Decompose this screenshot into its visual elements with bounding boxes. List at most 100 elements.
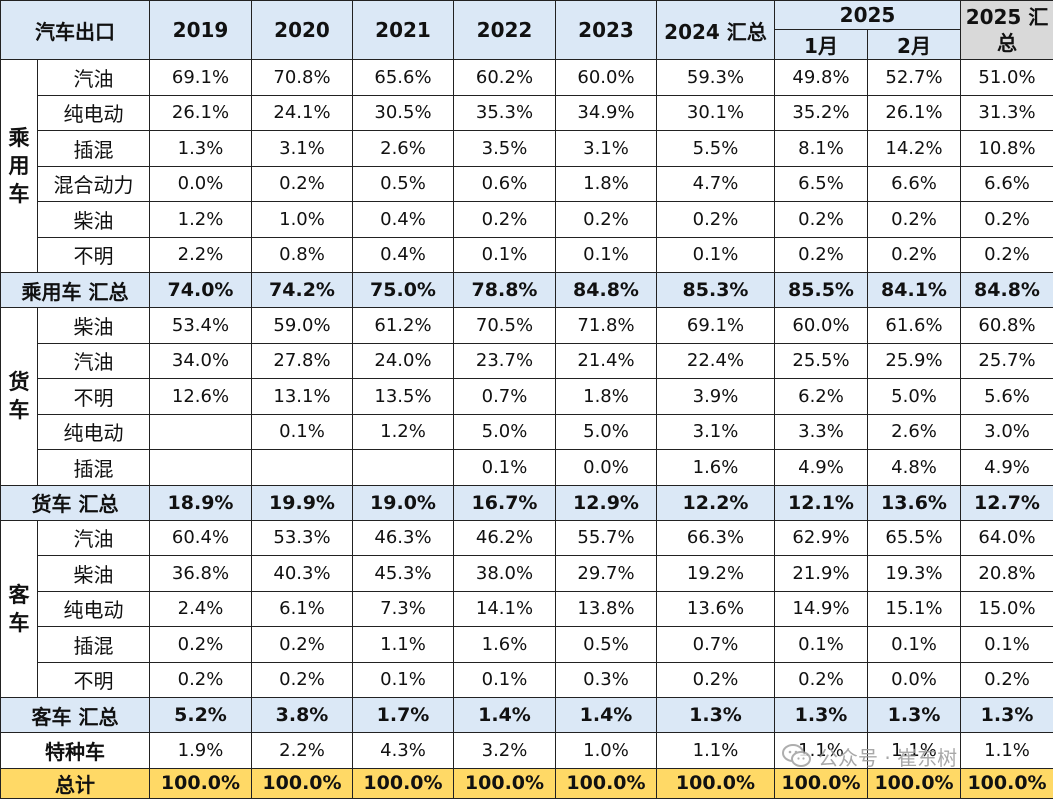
share-cell: 69.1% xyxy=(149,59,252,96)
share-cell: 0.2% xyxy=(960,661,1053,698)
share-cell: 1.2% xyxy=(149,201,252,238)
subtotal-label: 客车 汇总 xyxy=(0,697,150,733)
share-cell xyxy=(352,449,454,486)
share-cell: 0.0% xyxy=(555,449,657,486)
subtotal-cell: 12.9% xyxy=(555,484,657,521)
share-cell: 20.8% xyxy=(960,555,1053,592)
subtotal-row: 货车 汇总 18.9% 19.9% 19.0% 16.7% 12.9% 12.2% 12.1%… xyxy=(0,484,1053,521)
fuel-type-label: 汽油 xyxy=(37,519,150,556)
corner-header: 汽车出口 xyxy=(0,0,150,60)
share-cell: 3.5% xyxy=(453,130,556,167)
share-cell: 5.5% xyxy=(656,130,775,167)
share-cell: 13.1% xyxy=(251,378,353,415)
share-cell: 1.8% xyxy=(555,378,657,415)
share-cell: 70.8% xyxy=(251,59,353,96)
subtotal-cell: 74.2% xyxy=(251,272,353,308)
fuel-type-label: 插混 xyxy=(37,130,150,167)
subtotal-cell: 5.2% xyxy=(149,697,252,733)
subtotal-cell: 12.1% xyxy=(774,484,868,521)
share-cell: 4.9% xyxy=(774,449,868,486)
share-cell: 3.2% xyxy=(453,732,556,769)
grand-total-cell: 100.0% xyxy=(453,767,556,799)
share-cell: 0.2% xyxy=(960,201,1053,238)
subtotal-cell: 84.8% xyxy=(555,272,657,308)
fuel-type-label: 不明 xyxy=(37,661,150,698)
share-cell: 60.8% xyxy=(960,307,1053,344)
share-cell: 1.2% xyxy=(352,413,454,450)
share-cell: 0.2% xyxy=(251,661,353,698)
subtotal-cell: 1.3% xyxy=(774,697,868,733)
share-cell: 3.9% xyxy=(656,378,775,415)
fuel-type-label: 柴油 xyxy=(37,555,150,592)
share-cell: 22.4% xyxy=(656,342,775,379)
table-row: 纯电动 0.1% 1.2% 5.0% 5.0% 3.1% 3.3% 2.6% 3.0% xyxy=(1,413,1053,450)
share-cell xyxy=(251,449,353,486)
share-cell: 10.8% xyxy=(960,130,1053,167)
category-label: 客车 xyxy=(0,519,38,698)
col-2019-header: 2019 xyxy=(149,0,252,60)
grand-total-cell: 100.0% xyxy=(555,767,657,799)
share-cell: 15.1% xyxy=(866,590,962,627)
share-cell: 40.3% xyxy=(251,555,353,592)
share-cell: 60.0% xyxy=(774,307,868,344)
share-cell: 1.0% xyxy=(555,732,657,769)
share-cell: 25.7% xyxy=(960,342,1053,379)
share-cell: 2.6% xyxy=(866,413,962,450)
share-cell: 30.5% xyxy=(352,94,454,131)
subtotal-cell: 74.0% xyxy=(149,272,252,308)
share-cell: 60.2% xyxy=(453,59,556,96)
share-cell: 0.1% xyxy=(656,236,775,273)
share-cell: 65.5% xyxy=(866,519,962,556)
share-cell: 7.3% xyxy=(352,590,454,627)
share-cell: 31.3% xyxy=(960,94,1053,131)
subtotal-cell: 19.0% xyxy=(352,484,454,521)
share-cell: 14.2% xyxy=(866,130,962,167)
table-row: 不明 0.2% 0.2% 0.1% 0.1% 0.3% 0.2% 0.2% 0.0% 0.2% xyxy=(1,661,1053,698)
share-cell: 45.3% xyxy=(352,555,454,592)
share-cell: 3.1% xyxy=(656,413,775,450)
share-cell: 0.1% xyxy=(774,626,868,663)
share-cell: 0.1% xyxy=(453,236,556,273)
share-cell: 13.8% xyxy=(555,590,657,627)
table-header: 汽车出口 2019 2020 2021 2022 2023 2024 汇总 20… xyxy=(0,0,1053,60)
share-cell: 62.9% xyxy=(774,519,868,556)
table-row: 柴油 36.8% 40.3% 45.3% 38.0% 29.7% 19.2% 21.9% 19.… xyxy=(1,555,1053,592)
table-row: 柴油 1.2% 1.0% 0.4% 0.2% 0.2% 0.2% 0.2% 0.2% 0.2% xyxy=(1,201,1053,238)
grand-total-cell: 100.0% xyxy=(774,767,868,799)
share-cell: 59.0% xyxy=(251,307,353,344)
share-cell: 53.4% xyxy=(149,307,252,344)
subtotal-label: 乘用车 汇总 xyxy=(0,272,150,308)
subtotal-cell: 84.8% xyxy=(960,272,1053,308)
share-cell: 1.1% xyxy=(960,732,1053,769)
subtotal-cell: 16.7% xyxy=(453,484,556,521)
share-cell: 1.1% xyxy=(656,732,775,769)
share-cell: 35.2% xyxy=(774,94,868,131)
share-cell: 0.8% xyxy=(251,236,353,273)
subtotal-cell: 1.3% xyxy=(866,697,962,733)
share-cell: 5.6% xyxy=(960,378,1053,415)
share-cell: 61.6% xyxy=(866,307,962,344)
share-cell: 51.0% xyxy=(960,59,1053,96)
share-cell: 34.9% xyxy=(555,94,657,131)
share-cell: 2.4% xyxy=(149,590,252,627)
share-cell: 6.6% xyxy=(960,165,1053,202)
share-cell: 3.1% xyxy=(555,130,657,167)
share-cell: 69.1% xyxy=(656,307,775,344)
table-row: 混合动力 0.0% 0.2% 0.5% 0.6% 1.8% 4.7% 6.5% 6.6% 6.6% xyxy=(1,165,1053,202)
share-cell: 1.9% xyxy=(149,732,252,769)
subtotal-cell: 84.1% xyxy=(866,272,962,308)
share-cell: 0.2% xyxy=(774,661,868,698)
grand-total-cell: 100.0% xyxy=(866,767,962,799)
fuel-type-label: 汽油 xyxy=(37,59,150,96)
share-cell: 30.1% xyxy=(656,94,775,131)
share-cell: 0.2% xyxy=(555,201,657,238)
share-cell: 46.2% xyxy=(453,519,556,556)
share-cell: 19.2% xyxy=(656,555,775,592)
subtotal-cell: 18.9% xyxy=(149,484,252,521)
share-cell: 0.7% xyxy=(453,378,556,415)
share-cell: 46.3% xyxy=(352,519,454,556)
grand-total-cell: 100.0% xyxy=(352,767,454,799)
share-cell: 0.1% xyxy=(453,661,556,698)
subtotal-row: 客车 汇总 5.2% 3.8% 1.7% 1.4% 1.4% 1.3% 1.3% 1.3% 1.3… xyxy=(0,697,1053,733)
share-cell: 59.3% xyxy=(656,59,775,96)
